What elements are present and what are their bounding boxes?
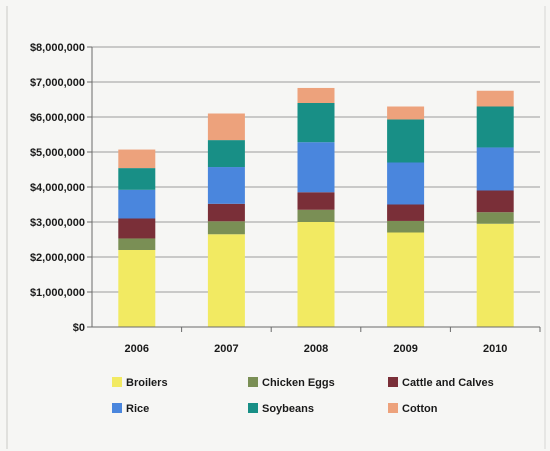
bar-segment-chicken-eggs-2008: [297, 209, 335, 222]
bar-segment-rice-2006: [118, 189, 156, 219]
legend-swatch-soybeans: [248, 403, 258, 413]
bar-segment-chicken-eggs-2007: [207, 221, 245, 235]
bar-segment-soybeans-2007: [207, 140, 245, 168]
x-tick-labels: 2006 2007 2008 2009 2010: [125, 343, 508, 355]
bar-segment-cotton-2006: [118, 149, 156, 169]
bar-segment-cattle-and-calves-2006: [118, 218, 156, 239]
bar-segment-chicken-eggs-2006: [118, 238, 156, 250]
bar-segment-cattle-and-calves-2007: [207, 203, 245, 222]
bar-segment-broilers-2010: [476, 223, 514, 327]
bar-segment-broilers-2006: [118, 250, 156, 327]
y-tick-labels: $0 $1,000,000 $2,000,000 $3,000,000 $4,000,0…: [30, 42, 85, 334]
legend-label-cattle-and-calves: Cattle and Calves: [402, 377, 494, 389]
legend-swatch-cotton: [388, 403, 398, 413]
x-tick-label: 2010: [483, 343, 507, 355]
y-tick-label: $5,000,000: [30, 147, 85, 159]
legend-swatch-cattle-and-calves: [388, 377, 398, 387]
axes: [87, 46, 541, 332]
legend-swatch-chicken-eggs: [248, 377, 258, 387]
y-tick-label: $2,000,000: [30, 252, 85, 264]
bar-segment-soybeans-2010: [476, 106, 514, 148]
bar-segment-rice-2009: [387, 162, 425, 205]
y-tick-label: $3,000,000: [30, 217, 85, 229]
y-tick-label: $4,000,000: [30, 182, 85, 194]
legend-swatch-rice: [112, 403, 122, 413]
bar-segment-cotton-2008: [297, 87, 335, 103]
x-tick-label: 2009: [393, 343, 417, 355]
y-tick-label: $7,000,000: [30, 77, 85, 89]
bar-segment-soybeans-2009: [387, 119, 425, 163]
bar-segment-broilers-2007: [207, 234, 245, 327]
bar-segment-cattle-and-calves-2010: [476, 190, 514, 213]
legend-label-chicken-eggs: Chicken Eggs: [262, 377, 335, 389]
bar-segment-cotton-2009: [387, 106, 425, 120]
legend-label-soybeans: Soybeans: [262, 403, 314, 415]
bar-segment-soybeans-2008: [297, 103, 335, 143]
bar-segment-rice-2008: [297, 142, 335, 193]
bar-segment-cattle-and-calves-2008: [297, 192, 335, 210]
x-tick-label: 2008: [304, 343, 328, 355]
legend-label-broilers: Broilers: [126, 377, 168, 389]
bar-segment-cotton-2007: [207, 113, 245, 141]
bar-segment-soybeans-2006: [118, 168, 156, 190]
legend-swatch-broilers: [112, 377, 122, 387]
legend-label-cotton: Cotton: [402, 403, 438, 415]
y-tick-label: $6,000,000: [30, 112, 85, 124]
x-tick-label: 2006: [125, 343, 149, 355]
legend-label-rice: Rice: [126, 403, 149, 415]
y-tick-label: $8,000,000: [30, 42, 85, 54]
bar-segment-rice-2007: [207, 167, 245, 204]
y-tick-label: $1,000,000: [30, 287, 85, 299]
x-tick-label: 2007: [214, 343, 238, 355]
bar-segment-chicken-eggs-2009: [387, 220, 425, 233]
bar-segment-rice-2010: [476, 147, 514, 191]
bar-segment-broilers-2008: [297, 222, 335, 327]
bar-segment-cotton-2010: [476, 90, 514, 107]
bar-segment-chicken-eggs-2010: [476, 212, 514, 224]
y-tick-label: $0: [73, 322, 85, 334]
bar-segment-broilers-2009: [387, 232, 425, 327]
bar-segment-cattle-and-calves-2009: [387, 204, 425, 221]
legend: Broilers Chicken Eggs Cattle and Calves Ric…: [112, 377, 494, 415]
bars: [118, 87, 514, 327]
